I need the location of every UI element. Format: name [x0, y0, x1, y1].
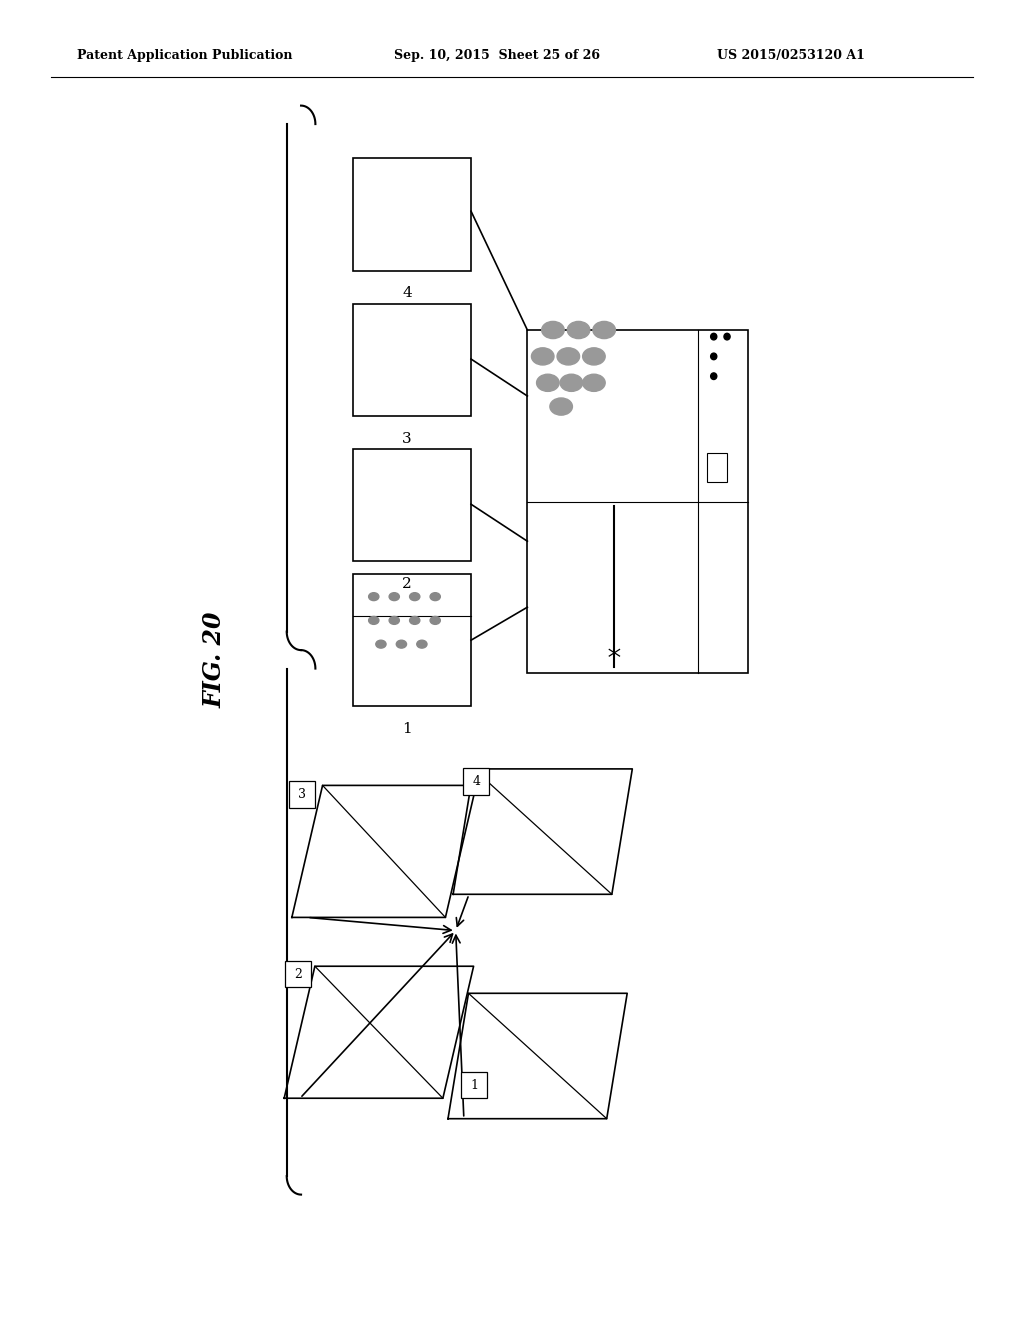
Ellipse shape [430, 616, 440, 624]
Ellipse shape [430, 593, 440, 601]
Bar [353, 304, 471, 416]
Text: 3: 3 [298, 788, 306, 801]
Polygon shape [453, 768, 633, 895]
Text: 2: 2 [294, 968, 302, 981]
Text: 3: 3 [402, 432, 412, 446]
Bar [463, 768, 489, 795]
Ellipse shape [389, 593, 399, 601]
Ellipse shape [376, 640, 386, 648]
Ellipse shape [583, 347, 605, 364]
Ellipse shape [396, 640, 407, 648]
Ellipse shape [542, 321, 564, 339]
Ellipse shape [724, 334, 730, 341]
Ellipse shape [593, 321, 615, 339]
Text: 1: 1 [470, 1078, 478, 1092]
Ellipse shape [557, 347, 580, 364]
Ellipse shape [711, 334, 717, 341]
Text: 4: 4 [472, 775, 480, 788]
Text: 2: 2 [402, 577, 412, 591]
Ellipse shape [410, 616, 420, 624]
Ellipse shape [711, 374, 717, 380]
Polygon shape [292, 785, 476, 917]
Ellipse shape [711, 354, 717, 359]
Ellipse shape [417, 640, 427, 648]
Bar [289, 781, 315, 808]
Ellipse shape [560, 375, 583, 392]
Text: Sep. 10, 2015  Sheet 25 of 26: Sep. 10, 2015 Sheet 25 of 26 [394, 49, 600, 62]
Bar [353, 574, 471, 706]
Ellipse shape [583, 375, 605, 392]
Ellipse shape [389, 616, 399, 624]
Text: FIG. 20: FIG. 20 [203, 611, 227, 709]
Ellipse shape [369, 593, 379, 601]
Polygon shape [284, 966, 473, 1098]
Ellipse shape [369, 616, 379, 624]
Bar [285, 961, 311, 987]
Text: US 2015/0253120 A1: US 2015/0253120 A1 [717, 49, 864, 62]
Ellipse shape [567, 321, 590, 339]
Ellipse shape [531, 347, 554, 364]
Text: Patent Application Publication: Patent Application Publication [77, 49, 292, 62]
Bar [353, 449, 471, 561]
Polygon shape [449, 993, 627, 1118]
Text: 4: 4 [402, 286, 412, 301]
Ellipse shape [537, 375, 559, 392]
Bar [353, 158, 471, 271]
Bar [707, 453, 727, 482]
Text: 1: 1 [402, 722, 412, 737]
Ellipse shape [410, 593, 420, 601]
Bar [461, 1072, 487, 1098]
Bar [527, 330, 748, 673]
Ellipse shape [550, 399, 572, 416]
